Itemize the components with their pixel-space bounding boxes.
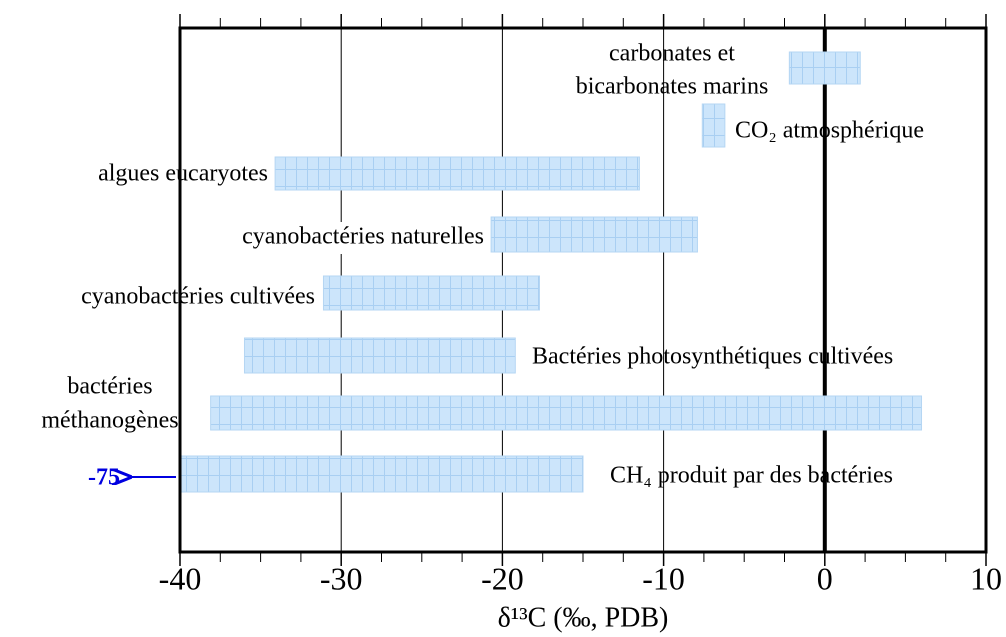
x-tick-label: 0 bbox=[817, 560, 833, 596]
x-tick-label: -10 bbox=[642, 560, 685, 596]
category-label: bicarbonates marins bbox=[576, 74, 769, 100]
range-bar bbox=[788, 51, 861, 85]
x-tick-label: -20 bbox=[481, 560, 524, 596]
category-label: algues eucaryotes bbox=[98, 161, 268, 187]
category-label: Bactéries photosynthétiques cultivées bbox=[532, 344, 893, 370]
annotation-label: -75 bbox=[88, 465, 120, 491]
label-background bbox=[184, 222, 488, 254]
range-bar bbox=[210, 395, 923, 431]
category-label: bactéries bbox=[67, 374, 152, 400]
x-tick-label: 10 bbox=[970, 560, 1002, 596]
range-bar bbox=[322, 275, 540, 311]
category-label: cyanobactéries cultivées bbox=[81, 284, 315, 310]
x-axis-label: δ¹³C (‰, PDB) bbox=[498, 602, 669, 633]
category-label: carbonates et bbox=[609, 41, 735, 67]
category-label: méthanogènes bbox=[41, 408, 178, 434]
range-bar bbox=[701, 103, 726, 148]
range-bar bbox=[179, 455, 584, 493]
x-tick-label: -40 bbox=[159, 560, 202, 596]
category-label: CH₄ produit par des bactéries bbox=[610, 463, 893, 489]
range-bar bbox=[243, 337, 516, 374]
range-bar bbox=[490, 216, 698, 253]
category-label: CO₂ atmosphérique bbox=[735, 118, 924, 144]
range-bar bbox=[274, 156, 640, 191]
category-label: cyanobactéries naturelles bbox=[242, 224, 484, 250]
x-tick-label: -30 bbox=[320, 560, 363, 596]
